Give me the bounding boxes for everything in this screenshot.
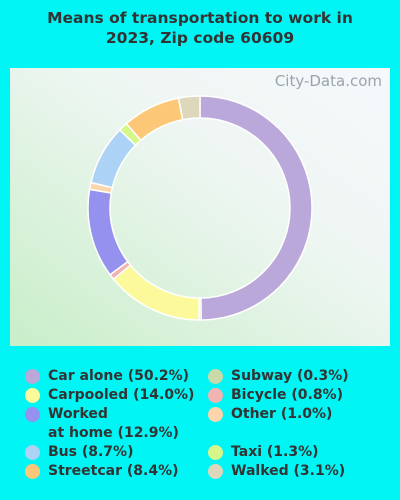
legend-item: Bicycle (0.8%) (208, 386, 378, 405)
legend-item: Worked at home (12.9%) (25, 405, 208, 443)
legend-label: Subway (0.3%) (231, 368, 349, 384)
watermark: City-Data.com (275, 72, 382, 90)
legend-swatch (25, 407, 40, 422)
legend-label: Walked (3.1%) (231, 463, 346, 479)
legend-label: Car alone (50.2%) (48, 368, 190, 384)
chart: City-Data.com (10, 68, 390, 346)
legend-label: Streetcar (8.4%) (48, 463, 179, 479)
legend-item: Car alone (50.2%) (25, 367, 208, 386)
legend-item: Bus (8.7%) (25, 443, 208, 462)
chart-title: Means of transportation to work in 2023,… (47, 9, 353, 47)
legend-item: Subway (0.3%) (208, 367, 378, 386)
legend-label: Bicycle (0.8%) (231, 387, 343, 403)
legend-swatch (25, 369, 40, 384)
legend-label: Worked at home (12.9%) (48, 406, 179, 441)
legend-item: Taxi (1.3%) (208, 443, 378, 462)
legend-swatch (208, 445, 223, 460)
legend-item: Walked (3.1%) (208, 462, 378, 481)
legend-swatch (25, 388, 40, 403)
legend-label: Carpooled (14.0%) (48, 387, 195, 403)
legend-swatch (208, 388, 223, 403)
legend-item: Other (1.0%) (208, 405, 378, 443)
legend-swatch (208, 464, 223, 479)
slice (177, 95, 201, 121)
legend-swatch (208, 407, 223, 422)
legend-swatch (25, 445, 40, 460)
legend: Car alone (50.2%) Subway (0.3%) Carpooled … (25, 367, 378, 481)
legend-label: Other (1.0%) (231, 406, 333, 422)
legend-label: Taxi (1.3%) (231, 444, 319, 460)
legend-item: Carpooled (14.0%) (25, 386, 208, 405)
legend-swatch (208, 369, 223, 384)
legend-item: Streetcar (8.4%) (25, 462, 208, 481)
legend-swatch (25, 464, 40, 479)
legend-label: Bus (8.7%) (48, 444, 134, 460)
